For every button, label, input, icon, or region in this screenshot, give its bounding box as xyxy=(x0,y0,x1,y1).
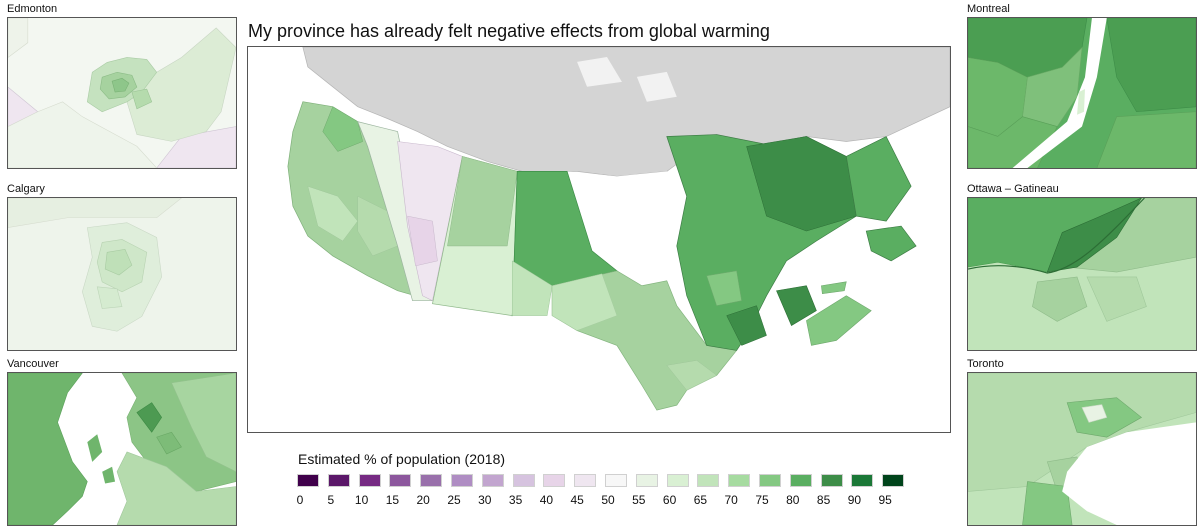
legend-label: 45 xyxy=(570,493,584,507)
legend-title: Estimated % of population (2018) xyxy=(298,451,506,467)
legend-bin: 50 xyxy=(601,474,627,507)
legend-label: 40 xyxy=(539,493,554,507)
legend-bin: 40 xyxy=(540,474,566,507)
region-nova-scotia xyxy=(806,295,872,346)
inset-label-toronto: Toronto xyxy=(967,358,1004,370)
legend-label: 25 xyxy=(447,493,461,507)
legend-swatch xyxy=(728,474,751,487)
legend-label: 10 xyxy=(354,493,369,507)
legend-bin: 65 xyxy=(694,474,720,507)
legend-label: 30 xyxy=(478,493,492,507)
inset-map-toronto xyxy=(967,372,1197,526)
legend-swatch xyxy=(420,474,443,487)
legend-swatch xyxy=(820,474,843,487)
legend-bin: 25 xyxy=(447,474,473,507)
hudson-bay xyxy=(567,171,687,286)
inset-label-vancouver: Vancouver xyxy=(7,358,59,370)
legend-label: 75 xyxy=(755,493,769,507)
legend-label: 55 xyxy=(632,493,646,507)
legend-swatch xyxy=(389,474,412,487)
legend-label: 95 xyxy=(878,493,892,507)
legend-label: 80 xyxy=(786,493,800,507)
legend-bin: 5 xyxy=(327,474,350,507)
legend-swatch xyxy=(882,474,905,487)
legend-bin: 15 xyxy=(386,474,412,507)
legend-swatch xyxy=(759,474,781,487)
legend-swatch xyxy=(512,474,535,487)
map-title: My province has already felt negative ef… xyxy=(248,21,770,41)
legend-bin: 95 xyxy=(879,474,905,507)
legend-label: 70 xyxy=(724,493,738,507)
legend-swatch xyxy=(666,474,689,487)
legend-bin: 80 xyxy=(786,474,812,507)
legend-swatch xyxy=(327,474,350,487)
legend-bin: 45 xyxy=(571,474,597,507)
legend-swatch xyxy=(851,474,874,487)
main-map-canada xyxy=(247,46,951,433)
legend-bin: 35 xyxy=(509,474,535,507)
legend-label: 0 xyxy=(296,493,304,507)
inset-map-calgary xyxy=(7,197,237,351)
legend-label: 85 xyxy=(816,493,831,507)
legend-bin: 70 xyxy=(725,474,751,507)
legend-swatch xyxy=(697,474,720,487)
legend-bin: 85 xyxy=(817,474,843,507)
legend-swatch xyxy=(605,474,627,487)
legend-bin: 55 xyxy=(632,474,658,507)
legend-label: 35 xyxy=(508,493,523,507)
legend-bin: 60 xyxy=(663,474,689,507)
legend-label: 5 xyxy=(327,493,335,507)
legend-label: 50 xyxy=(601,493,615,507)
inset-map-montreal xyxy=(967,17,1197,169)
legend-bin: 75 xyxy=(755,474,781,507)
legend-swatch xyxy=(789,474,812,487)
legend-bin: 0 xyxy=(297,474,319,507)
legend-swatch xyxy=(481,474,504,487)
region-pei xyxy=(821,281,847,295)
inset-label-ottawa-gatineau: Ottawa – Gatineau xyxy=(967,183,1059,195)
region-newfoundland-labrador xyxy=(845,136,912,222)
legend-bin: 20 xyxy=(417,474,443,507)
inset-label-calgary: Calgary xyxy=(7,183,45,195)
inset-map-vancouver xyxy=(7,372,237,526)
territories-no-data xyxy=(302,47,950,177)
legend-swatch xyxy=(543,474,566,487)
region-new-brunswick xyxy=(776,285,817,326)
legend-swatch xyxy=(574,474,597,487)
legend-swatch xyxy=(451,474,473,487)
legend-bin: 30 xyxy=(478,474,504,507)
legend: 0 5 10 15 20 25 30 35 40 45 50 55 60 65 70 75 80 85 90 95 xyxy=(297,474,917,514)
legend-swatch xyxy=(635,474,658,487)
legend-swatch xyxy=(297,474,319,487)
legend-label: 65 xyxy=(693,493,708,507)
inset-label-edmonton: Edmonton xyxy=(7,3,58,15)
legend-bin: 10 xyxy=(355,474,381,507)
legend-swatch xyxy=(358,474,381,487)
legend-label: 60 xyxy=(662,493,677,507)
inset-map-ottawa-gatineau xyxy=(967,197,1197,351)
legend-label: 90 xyxy=(847,493,862,507)
inset-label-montreal: Montreal xyxy=(967,3,1010,15)
legend-label: 15 xyxy=(385,493,400,507)
legend-bin: 90 xyxy=(848,474,874,507)
legend-label: 20 xyxy=(416,493,430,507)
inset-map-edmonton xyxy=(7,17,237,169)
